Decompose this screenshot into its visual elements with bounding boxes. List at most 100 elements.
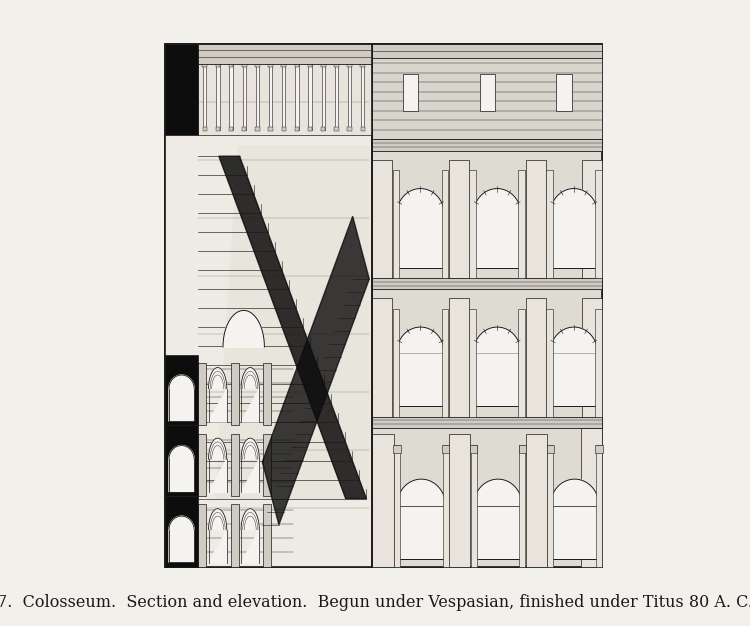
Bar	[269, 62, 272, 130]
Bar	[321, 127, 326, 131]
Bar	[473, 353, 521, 406]
Bar	[397, 353, 444, 406]
Bar	[448, 160, 469, 280]
Bar	[596, 444, 602, 453]
Bar	[165, 496, 198, 567]
Polygon shape	[209, 367, 226, 422]
Polygon shape	[397, 327, 444, 353]
Bar	[550, 353, 598, 406]
Bar	[229, 62, 233, 68]
Bar	[256, 62, 259, 130]
Bar	[229, 127, 233, 131]
Bar	[308, 62, 312, 130]
Bar	[473, 215, 521, 268]
Bar	[519, 444, 525, 567]
Polygon shape	[262, 217, 369, 525]
Polygon shape	[397, 188, 444, 215]
Bar	[442, 444, 449, 453]
Polygon shape	[169, 446, 194, 492]
Bar	[216, 62, 220, 130]
Polygon shape	[473, 188, 521, 215]
Bar	[470, 444, 477, 453]
Polygon shape	[397, 479, 445, 506]
Polygon shape	[209, 509, 226, 563]
Bar	[263, 363, 272, 426]
Polygon shape	[550, 327, 598, 353]
Bar	[308, 127, 312, 131]
Bar	[231, 434, 238, 496]
Polygon shape	[223, 310, 265, 347]
Bar	[165, 355, 198, 426]
Bar	[242, 62, 247, 68]
Bar	[198, 44, 372, 135]
Bar	[372, 140, 602, 151]
Bar	[580, 428, 602, 567]
Polygon shape	[241, 438, 260, 493]
Bar	[282, 62, 286, 130]
Bar	[372, 44, 602, 140]
Polygon shape	[169, 375, 194, 421]
Bar	[165, 44, 602, 567]
Bar	[334, 62, 339, 68]
Bar	[548, 444, 554, 567]
Bar	[556, 74, 572, 111]
Bar	[518, 309, 525, 416]
Bar	[202, 62, 207, 68]
Bar	[397, 215, 444, 268]
Bar	[372, 416, 602, 428]
Bar	[165, 426, 198, 496]
Bar	[242, 62, 246, 130]
Bar	[281, 127, 286, 131]
Bar	[442, 170, 448, 278]
Bar	[479, 74, 495, 111]
Bar	[448, 434, 470, 567]
Bar	[242, 127, 247, 131]
Bar	[442, 444, 448, 567]
Bar	[372, 434, 394, 567]
Bar	[470, 170, 476, 278]
Bar	[361, 127, 364, 131]
Bar	[372, 44, 602, 58]
Bar	[471, 444, 477, 567]
Polygon shape	[214, 146, 369, 498]
Bar	[394, 444, 400, 567]
Bar	[347, 127, 352, 131]
Bar	[230, 62, 232, 130]
Bar	[321, 62, 326, 68]
Polygon shape	[209, 438, 226, 493]
Bar	[334, 62, 338, 130]
Text: 7.  Colosseum.  Section and elevation.  Begun under Vespasian, finished under Ti: 7. Colosseum. Section and elevation. Beg…	[0, 593, 750, 611]
Bar	[295, 127, 299, 131]
Bar	[216, 127, 220, 131]
Bar	[474, 506, 522, 559]
Bar	[165, 44, 372, 567]
Bar	[231, 505, 238, 567]
Bar	[255, 127, 260, 131]
Bar	[372, 44, 602, 567]
Bar	[547, 444, 554, 453]
Polygon shape	[219, 156, 366, 498]
Bar	[203, 62, 206, 130]
Bar	[296, 62, 298, 130]
Bar	[550, 506, 599, 559]
Bar	[397, 506, 445, 559]
Bar	[526, 298, 545, 419]
Bar	[526, 434, 547, 567]
Bar	[165, 44, 198, 135]
Bar	[295, 62, 299, 68]
Bar	[372, 298, 392, 419]
Bar	[268, 127, 273, 131]
Bar	[334, 127, 338, 131]
Bar	[255, 62, 260, 68]
Bar	[198, 434, 206, 496]
Bar	[263, 434, 272, 496]
Bar	[596, 444, 602, 567]
Bar	[582, 298, 602, 419]
Bar	[470, 309, 476, 416]
Bar	[231, 363, 238, 426]
Polygon shape	[474, 479, 522, 506]
Polygon shape	[550, 188, 598, 215]
Bar	[348, 62, 351, 130]
Bar	[361, 62, 364, 130]
Bar	[216, 62, 220, 68]
